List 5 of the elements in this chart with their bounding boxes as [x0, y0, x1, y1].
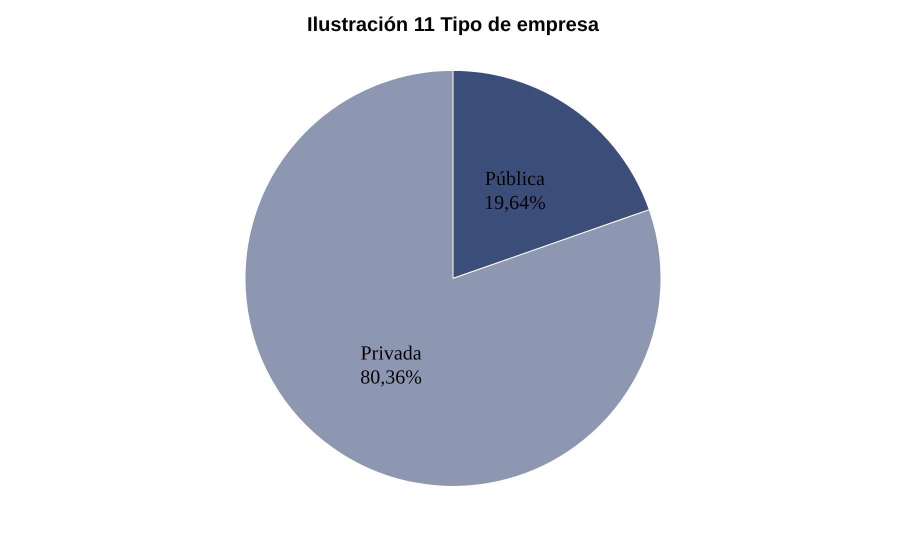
slice-label: Privada — [360, 342, 422, 365]
data-label: 19,64% — [484, 192, 546, 214]
data-label: 80,36% — [360, 366, 422, 389]
chart-title: Ilustración 11 Tipo de empresa — [307, 14, 600, 36]
slice-label: Pública — [484, 168, 546, 190]
